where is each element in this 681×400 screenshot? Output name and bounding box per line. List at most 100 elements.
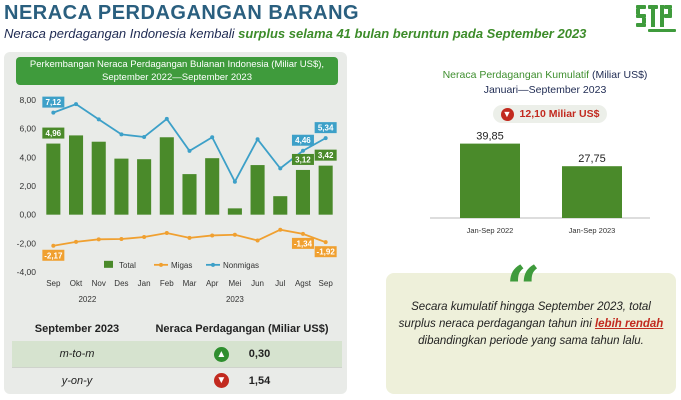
monthly-trade-chart: -4,00 -2,00 0,00 2,00 4,00 6,00 8,00 7,12 4,96 -2… [17,95,337,304]
subtitle-prefix: Neraca perdagangan Indonesia kembali [4,26,239,41]
table-row: y-on-y ▼ 1,54 [12,367,342,393]
point-migas [232,232,237,237]
data-label-box [314,122,337,134]
x-group-label: 2023 [226,295,244,304]
point-nonmigas [164,116,169,121]
data-label: 3,42 [318,151,334,160]
point-nonmigas [142,134,147,139]
data-label: 5,34 [318,124,334,133]
row-label: y-on-y [61,374,93,387]
bar-total [46,143,61,215]
bar-total [318,165,333,215]
point-nonmigas [51,110,56,115]
cumulative-change-badge: ▼ 12,10 Miliar US$ [493,105,607,123]
monthly-chart-title-line2: September 2022—September 2023 [102,72,252,83]
data-label: -1,34 [294,239,313,248]
bar-total [159,137,174,215]
point-nonmigas [300,148,305,153]
point-nonmigas [210,135,215,140]
legend-swatch-total [104,260,113,268]
bar-total [69,135,84,215]
point-nonmigas [187,148,192,153]
point-migas [187,235,192,240]
point-nonmigas [323,136,328,141]
cumulative-title-main: Neraca Perdagangan Kumulatif [442,69,590,81]
x-tick-label: Jan-Sep 2023 [569,226,616,235]
row-label: m-to-m [59,348,95,360]
bar-total [137,159,152,215]
point-nonmigas [255,137,260,142]
point-nonmigas [119,132,124,137]
point-migas [74,239,79,244]
data-label-box [42,249,65,261]
monthly-chart-panel: Perkembangan Neraca Perdagangan Bulanan … [4,52,347,394]
y-tick-label: 8,00 [19,95,36,105]
point-migas [255,238,260,243]
point-migas [51,243,56,248]
summary-table-header: September 2023 Neraca Perdagangan (Milia… [12,317,342,341]
bar-cumulative [460,143,520,218]
data-label-box [291,134,314,146]
y-tick-label: 6,00 [19,124,36,134]
x-tick-label: Jun [251,279,264,288]
point-migas [300,231,305,236]
quote-text-before: Secara kumulatif hingga September 2023, … [398,301,651,330]
y-tick-label: 2,00 [19,181,36,191]
point-nonmigas [74,102,79,107]
legend-marker-migas [159,262,163,267]
point-migas [323,240,328,245]
point-migas [164,231,169,236]
data-label-box [314,149,337,161]
arrow-down-icon: ▼ [213,373,229,388]
monthly-chart-title-line1: Perkembangan Neraca Perdagangan Bulanan … [29,59,325,70]
data-label: -2,17 [44,251,63,260]
data-label: 3,12 [295,155,311,164]
bar-total [114,158,129,215]
quote-text-after: dibandingkan periode yang sama tahun lal… [418,335,644,347]
data-label: 39,85 [476,131,504,143]
monthly-chart-title: Perkembangan Neraca Perdagangan Bulanan … [16,57,338,85]
x-group-label: 2022 [78,295,96,304]
bar-total [273,196,288,215]
cumulative-title-unit: (Miliar US$) [589,69,648,81]
bar-total [91,141,106,215]
x-tick-label: Jan-Sep 2022 [467,226,514,235]
cumulative-change-text: 12,10 Miliar US$ [519,108,600,120]
y-tick-label: 0,00 [19,210,36,220]
point-migas [278,227,283,232]
bps-logo-icon [636,5,676,32]
summary-header-period: September 2023 [34,323,120,335]
data-label: 4,46 [295,136,311,145]
data-label: 7,12 [46,98,62,107]
x-tick-label: Mei [228,279,241,288]
x-tick-label: Jan [138,279,151,288]
legend-marker-nonmigas [211,262,215,267]
y-tick-label: -4,00 [17,267,37,277]
bar-total [250,165,265,215]
data-label-box [291,237,314,249]
point-nonmigas [96,117,101,122]
quote-text: Secara kumulatif hingga September 2023, … [396,299,666,350]
x-tick-label: Mar [183,279,197,288]
bar-cumulative [562,166,622,218]
x-tick-label: Agst [295,279,312,288]
bar-total [205,158,220,215]
subtitle-highlight: surplus selama 41 bulan beruntun pada Se… [238,26,587,41]
arrow-up-icon: ▲ [213,346,229,362]
x-tick-label: Nov [92,279,106,288]
data-label-box [42,127,65,139]
point-migas [96,237,101,242]
data-label-box [42,96,65,108]
row-value: 0,30 [248,348,271,360]
point-migas [119,237,124,242]
bar-total [227,208,242,215]
y-tick-label: 4,00 [19,152,36,162]
bar-total [182,174,197,215]
legend-label-total: Total [119,261,136,270]
point-nonmigas [232,179,237,184]
x-tick-label: Jul [275,279,285,288]
quote-mark-icon: “ [506,254,541,324]
data-label-box [291,153,314,165]
point-migas [210,233,215,238]
x-tick-label: Feb [160,279,174,288]
